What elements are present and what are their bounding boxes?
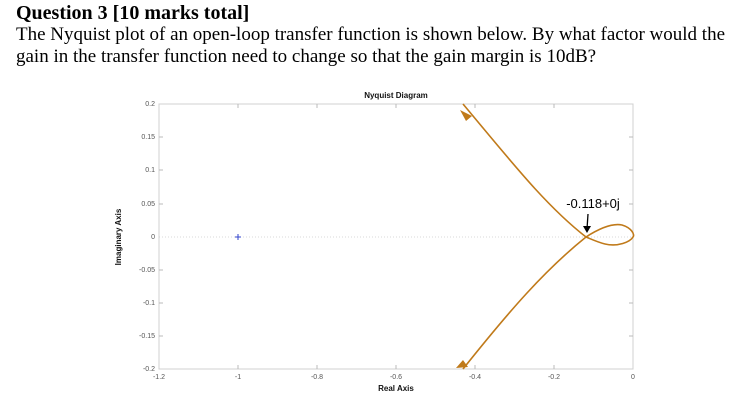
nyquist-curve <box>462 103 635 370</box>
annotation-arrow-icon <box>583 213 591 233</box>
x-tick-label: -1 <box>235 374 241 381</box>
y-tick-label: 0.2 <box>145 101 155 108</box>
y-axis-label: Imaginary Axis <box>114 208 123 265</box>
y-tick-label: -0.2 <box>143 366 155 373</box>
y-tick-label: -0.15 <box>139 333 155 340</box>
x-axis-label: Real Axis <box>378 384 414 393</box>
chart-title: Nyquist Diagram <box>364 91 428 100</box>
direction-arrow-icon <box>460 110 472 121</box>
y-tick-label: 0.15 <box>141 134 155 141</box>
y-tick-label: 0.1 <box>145 167 155 174</box>
y-tick-label: 0.05 <box>141 201 155 208</box>
critical-point-marker <box>235 234 241 240</box>
x-tick-label: 0 <box>631 374 635 381</box>
x-tick-label: -0.2 <box>548 374 560 381</box>
y-tick-label: -0.1 <box>143 300 155 307</box>
y-tick-label: 0 <box>151 234 155 241</box>
direction-arrow-icon <box>456 360 468 368</box>
x-ticks: -1.2 -1 -0.8 -0.6 -0.4 -0.2 0 <box>153 104 635 381</box>
x-tick-label: -0.8 <box>311 374 323 381</box>
question-body: The Nyquist plot of an open-loop transfe… <box>16 24 726 67</box>
y-ticks: 0.2 0.15 0.1 0.05 0 -0.05 -0.1 -0.15 -0.… <box>139 101 633 373</box>
y-tick-label: -0.05 <box>139 267 155 274</box>
question-title: Question 3 [10 marks total] <box>16 2 250 24</box>
crossing-annotation: -0.118+0j <box>566 196 620 211</box>
x-tick-label: -0.4 <box>469 374 481 381</box>
plot-area <box>158 103 634 370</box>
x-tick-label: -0.6 <box>390 374 402 381</box>
x-tick-label: -1.2 <box>153 374 165 381</box>
